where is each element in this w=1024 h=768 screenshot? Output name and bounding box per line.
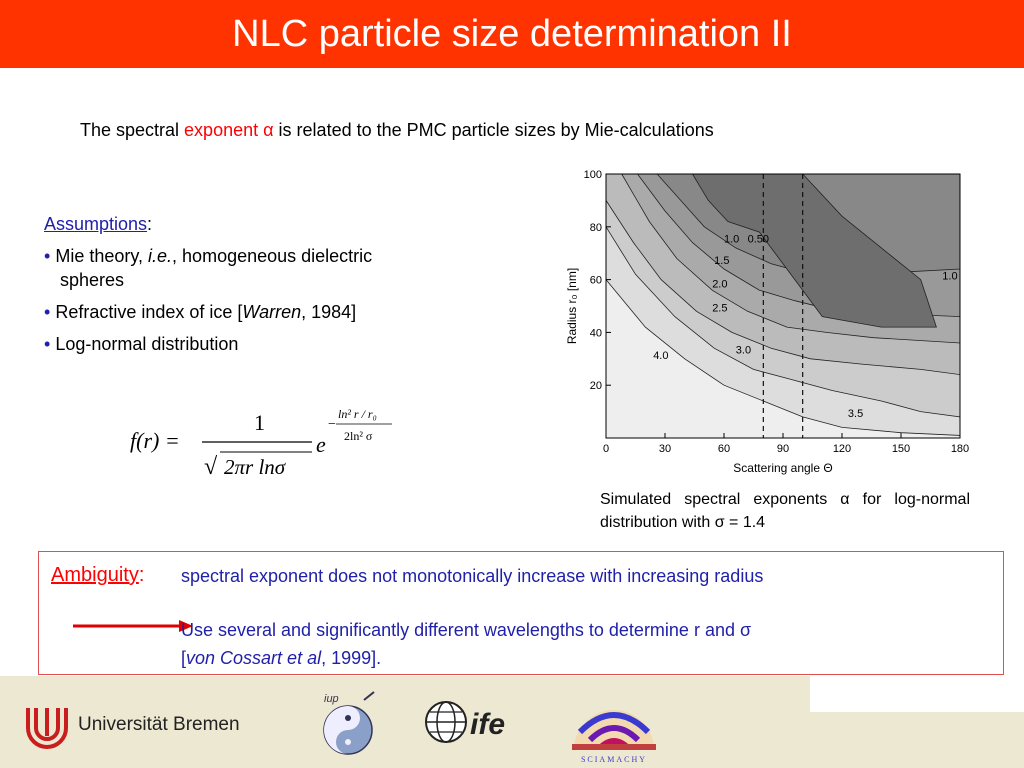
y-tick-label: 60	[590, 275, 602, 287]
contour-label: 2.0	[712, 279, 727, 291]
bullet-icon: •	[44, 334, 51, 354]
ambiguity-box: Ambiguity: spectral exponent does not mo…	[38, 551, 1004, 675]
contour-labels: 1.0 0.50 1.5 2.0 2.5 3.0 4.0 3.5 1.0	[653, 234, 957, 420]
sciamachy-logo-icon: SCIAMACHY	[572, 710, 656, 764]
contour-chart: 0 30 60 90 120 150 180 20 40 60 80 100 1.0 0.50 1.5 2.…	[565, 169, 970, 475]
chart-caption: Simulated spectral exponents α for log-n…	[600, 491, 970, 531]
formula-e: e	[316, 432, 326, 457]
footer-right-band	[810, 712, 1024, 768]
bullet-icon: •	[44, 246, 51, 266]
ambiguity-text: spectral exponent does not monotonically…	[181, 566, 764, 586]
svg-text:iup: iup	[324, 693, 339, 705]
intro-alpha: α	[263, 120, 274, 140]
footer: Universität Bremen iup ife SCIAMACHY	[0, 676, 810, 768]
assumptions-heading: Assumptions:	[44, 214, 153, 234]
ambiguity-label: Ambiguity:	[51, 564, 145, 586]
x-tick-label: 180	[951, 443, 969, 455]
solution-text: Use several and significantly different …	[181, 620, 752, 640]
x-tick-label: 30	[659, 443, 671, 455]
intro-highlight: exponent	[184, 120, 259, 140]
contour-band	[691, 173, 937, 328]
formula-minus: −	[328, 417, 336, 432]
contour-bands	[605, 173, 961, 439]
contour-label: 0.50	[748, 234, 769, 246]
y-tick-label: 100	[584, 169, 602, 181]
formula-numerator: 1	[254, 410, 265, 435]
lognormal-formula: f(r) = 1 √ 2πr lnσ e − ln² r / r₀ 2ln² σ	[130, 407, 392, 480]
arrow-right-icon	[73, 620, 193, 632]
ife-logo-icon: ife	[425, 701, 505, 743]
contour-label: 3.0	[736, 345, 751, 357]
formula-denominator: 2πr lnσ	[224, 455, 287, 479]
assumption-item: • Log-normal distribution	[44, 334, 239, 354]
x-tick-label: 150	[892, 443, 910, 455]
contour-label: 1.0	[724, 234, 739, 246]
x-tick-label: 90	[777, 443, 789, 455]
y-tick-label: 80	[590, 222, 602, 234]
y-axis-label: Radius r₀ [nm]	[565, 268, 579, 344]
x-tick-label: 60	[718, 443, 730, 455]
title-bar: NLC particle size determination II	[0, 0, 1024, 68]
svg-text:SCIAMACHY: SCIAMACHY	[581, 755, 647, 764]
intro-before: The spectral	[80, 120, 185, 140]
y-tick-label: 20	[590, 380, 602, 392]
dashed-lines	[762, 174, 804, 438]
page-title: NLC particle size determination II	[232, 13, 792, 55]
contour-label: 2.5	[712, 302, 727, 314]
iup-logo-icon: iup	[323, 691, 375, 755]
assumption-item: • Refractive index of ice [Warren, 1984]	[44, 302, 357, 322]
intro-sentence: The spectral exponent α is related to th…	[80, 120, 714, 141]
x-tick-label: 0	[603, 443, 609, 455]
university-logo: Universität Bremen	[24, 704, 274, 754]
formula-exp-num: ln² r / r₀	[338, 407, 377, 421]
formula-lhs: f(r) =	[130, 428, 180, 453]
bullet-icon: •	[44, 302, 51, 322]
contour-label: 1.5	[714, 255, 729, 267]
assumption-item: • Mie theory, i.e., homogeneous dielectr…	[44, 246, 373, 290]
contour-label: 3.5	[848, 408, 863, 420]
x-axis-label: Scattering angle Θ	[733, 461, 832, 475]
contour-label: 4.0	[653, 350, 668, 362]
x-tick-label: 120	[833, 443, 851, 455]
intro-after: is related to the PMC particle sizes by …	[273, 120, 714, 140]
solution-citation: [von Cossart et al, 1999].	[181, 648, 382, 668]
university-name: Universität Bremen	[78, 714, 240, 735]
y-tick-label: 40	[590, 327, 602, 339]
formula-root-icon: √	[204, 454, 218, 480]
formula-exp-den: 2ln² σ	[344, 429, 373, 443]
contour-label: 1.0	[942, 271, 957, 283]
axis-ticks: 0 30 60 90 120 150 180 20 40 60 80 100	[584, 169, 970, 455]
svg-text:ife: ife	[470, 708, 505, 741]
assumptions-block: Assumptions: • Mie theory, i.e., homogen…	[44, 212, 514, 356]
university-seal-icon	[26, 708, 68, 749]
